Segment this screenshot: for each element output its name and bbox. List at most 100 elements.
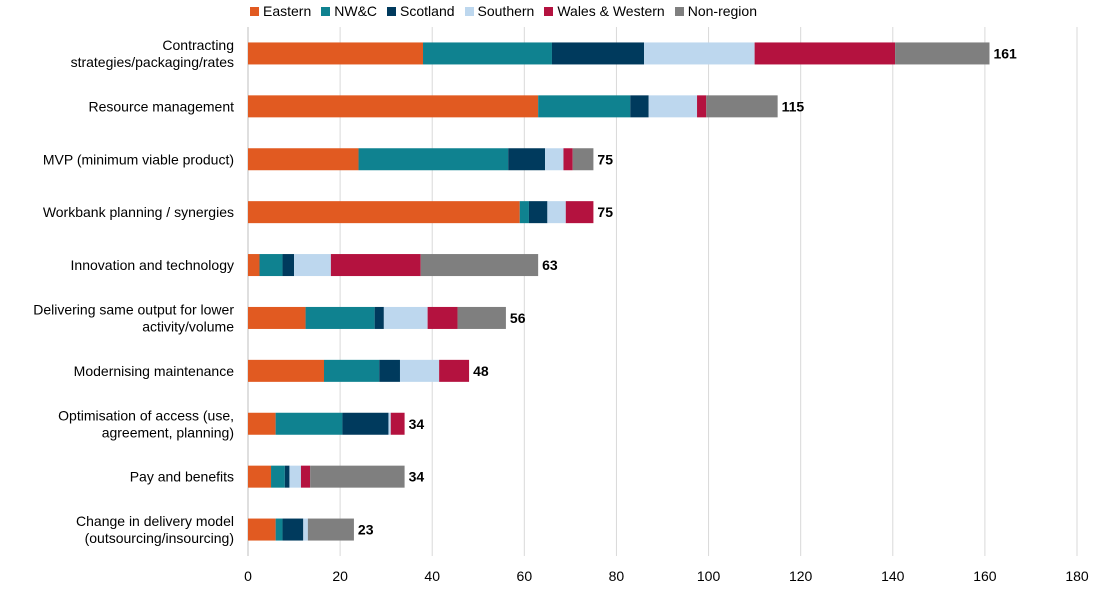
bar-segment: [248, 201, 520, 224]
category-label: Modernising maintenance: [74, 363, 235, 379]
total-label: 63: [542, 257, 558, 273]
x-tick-label: 100: [697, 568, 721, 584]
bar-segment: [565, 201, 594, 224]
bar-segment: [282, 518, 304, 541]
total-labels: 161 115 75 75 63 56 48 34 34 23: [358, 45, 1017, 537]
category-label: Workbank planning / synergies: [43, 204, 234, 220]
bar-segment: [248, 254, 260, 277]
bar-segment: [342, 412, 389, 435]
category-label: Contracting: [162, 37, 234, 53]
total-label: 115: [782, 98, 805, 114]
legend-label: Eastern: [263, 3, 312, 19]
legend-item: Eastern: [250, 3, 311, 19]
category-label: (outsourcing/insourcing): [85, 530, 234, 546]
bar-segment: [390, 412, 405, 435]
bar-segment: [307, 518, 354, 541]
bar-segment: [538, 95, 631, 118]
x-tick-label: 120: [789, 568, 813, 584]
bar-segment: [300, 465, 311, 488]
bar-segment: [379, 359, 400, 382]
bar-segment: [248, 306, 306, 329]
bar-segment: [545, 148, 564, 171]
bar-segment: [563, 148, 573, 171]
category-label: Delivering same output for lower: [33, 301, 234, 317]
category-label: Innovation and technology: [71, 257, 234, 273]
bar-segment: [630, 95, 649, 118]
bar-segment: [305, 306, 375, 329]
x-tick-label: 20: [332, 568, 348, 584]
bar-segment: [310, 465, 405, 488]
bar-segment: [275, 518, 283, 541]
bar-segment: [427, 306, 458, 329]
category-label: Optimisation of access (use,: [58, 407, 234, 423]
legend-swatch: [674, 6, 684, 16]
legend-label: Wales & Western: [557, 3, 665, 19]
bar-segment: [439, 359, 470, 382]
category-label: Change in delivery model: [76, 513, 234, 529]
legend-swatch: [250, 6, 259, 16]
legend-item: Scotland: [387, 3, 455, 19]
bar-segment: [282, 254, 295, 277]
total-label: 34: [409, 416, 425, 432]
x-tick-label: 140: [881, 568, 905, 584]
total-label: 56: [510, 310, 526, 326]
legend-swatch: [321, 6, 331, 16]
legend-item: NW&C: [321, 3, 377, 19]
legend: Eastern NW&C Scotland Southern Wales & Weste…: [250, 3, 767, 19]
bar-segment: [528, 201, 548, 224]
legend-item: Non-region: [674, 3, 757, 19]
bar-segment: [259, 254, 283, 277]
bar-segment: [248, 465, 272, 488]
bar-segment: [248, 412, 276, 435]
bar-segment: [508, 148, 546, 171]
bar-segment: [323, 359, 380, 382]
x-axis-ticks: 0 20 40 60 80 100 120 140 160 180: [244, 568, 1089, 584]
bar-segment: [358, 148, 509, 171]
x-tick-label: 80: [609, 568, 625, 584]
legend-item: Southern: [464, 3, 534, 19]
legend-label: Scotland: [400, 3, 455, 19]
bar-segment: [895, 42, 990, 65]
bar-segment: [547, 201, 566, 224]
category-label: agreement, planning): [102, 424, 234, 440]
bar-segment: [551, 42, 645, 65]
legend-swatch: [387, 6, 397, 16]
legend-label: Non-region: [687, 3, 757, 19]
bar-segment: [420, 254, 539, 277]
bar-series: [248, 42, 990, 541]
total-label: 161: [993, 45, 1017, 61]
bar-segment: [294, 254, 331, 277]
x-tick-label: 60: [517, 568, 533, 584]
bar-segment: [648, 95, 698, 118]
bar-segment: [303, 518, 308, 541]
bar-segment: [374, 306, 384, 329]
total-label: 48: [473, 363, 489, 379]
bar-segment: [706, 95, 778, 118]
bar-segment: [423, 42, 552, 65]
total-label: 75: [597, 151, 613, 167]
bar-segment: [275, 412, 343, 435]
legend-item: Wales & Western: [544, 3, 665, 19]
legend-label: NW&C: [334, 3, 378, 19]
bar-segment: [457, 306, 506, 329]
total-label: 75: [597, 204, 613, 220]
bar-segment: [388, 412, 391, 435]
bar-segment: [383, 306, 428, 329]
bar-segment: [248, 95, 539, 118]
total-label: 23: [358, 522, 374, 538]
bar-segment: [271, 465, 285, 488]
bar-segment: [572, 148, 594, 171]
x-tick-label: 0: [244, 568, 252, 584]
bar-segment: [754, 42, 896, 65]
bar-segment: [519, 201, 529, 224]
category-label: Resource management: [88, 98, 234, 114]
bar-segment: [399, 359, 440, 382]
bar-segment: [248, 42, 424, 65]
bar-segment: [330, 254, 421, 277]
category-label: MVP (minimum viable product): [43, 151, 234, 167]
bar-segment: [248, 148, 359, 171]
total-label: 34: [409, 469, 425, 485]
bar-segment: [644, 42, 755, 65]
